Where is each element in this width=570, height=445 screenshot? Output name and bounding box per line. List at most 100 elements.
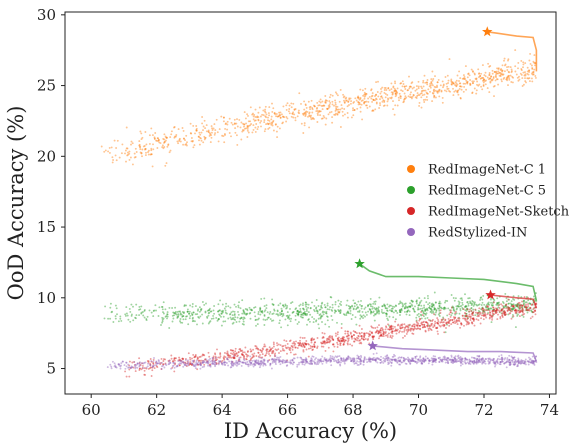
data-point	[363, 332, 366, 335]
data-point	[208, 309, 211, 311]
data-point	[531, 360, 534, 362]
data-point	[461, 358, 463, 361]
data-point	[384, 359, 387, 362]
data-point	[385, 312, 388, 315]
data-point	[423, 325, 426, 328]
data-point	[328, 96, 331, 99]
data-point	[217, 362, 220, 365]
data-point	[520, 304, 523, 307]
data-point	[107, 317, 110, 320]
data-point	[400, 323, 403, 326]
data-point	[291, 345, 294, 348]
data-point	[136, 362, 139, 365]
data-point	[476, 83, 478, 86]
data-point	[135, 151, 138, 153]
x-tick-label: 70	[409, 401, 428, 419]
data-point	[479, 359, 482, 362]
data-point	[514, 361, 517, 364]
data-point	[229, 366, 232, 369]
data-point	[195, 363, 198, 366]
data-point	[133, 361, 136, 363]
data-point	[268, 312, 271, 315]
data-point	[488, 74, 491, 77]
data-point	[532, 308, 535, 311]
data-point	[499, 361, 502, 364]
data-point	[471, 91, 474, 94]
data-point	[149, 366, 152, 369]
data-point	[427, 329, 430, 332]
data-point	[212, 360, 215, 363]
data-point	[387, 332, 390, 335]
data-point	[322, 342, 325, 345]
data-point	[534, 313, 537, 316]
data-point	[353, 358, 355, 361]
data-point	[201, 354, 204, 357]
data-point	[528, 302, 531, 305]
data-point	[445, 358, 448, 361]
data-point	[220, 362, 223, 365]
data-point	[472, 362, 475, 365]
data-point	[216, 358, 218, 361]
data-point	[337, 108, 340, 111]
data-point	[422, 360, 425, 363]
data-point	[470, 309, 473, 312]
data-point	[313, 310, 316, 313]
data-point	[313, 105, 316, 108]
data-point	[325, 312, 327, 315]
data-point	[235, 305, 237, 308]
data-point	[330, 360, 333, 363]
data-point	[523, 296, 526, 298]
data-point	[507, 74, 510, 77]
data-point	[424, 310, 427, 312]
data-point	[130, 365, 133, 368]
data-point	[312, 355, 315, 358]
data-point	[136, 362, 139, 365]
data-point	[152, 358, 155, 361]
data-point	[349, 356, 351, 359]
data-point	[316, 337, 319, 339]
data-point	[156, 362, 159, 365]
data-point	[447, 307, 450, 310]
data-point	[508, 363, 511, 366]
data-point	[412, 323, 415, 326]
data-point	[227, 305, 230, 308]
data-point	[379, 361, 382, 364]
data-point	[277, 115, 280, 118]
data-point	[143, 361, 146, 364]
data-point	[465, 314, 468, 317]
data-point	[244, 117, 247, 120]
data-point	[179, 312, 182, 315]
data-point	[249, 363, 252, 366]
data-point	[504, 311, 507, 314]
data-point	[208, 311, 211, 314]
data-point	[212, 317, 215, 320]
data-point	[230, 362, 233, 365]
data-point	[336, 108, 339, 111]
data-point	[440, 90, 443, 93]
data-point	[488, 91, 491, 94]
data-point	[271, 110, 274, 113]
data-point	[416, 92, 419, 95]
data-point	[327, 359, 330, 362]
data-point	[211, 359, 214, 362]
data-point	[223, 357, 225, 360]
data-point	[421, 323, 424, 326]
data-point	[163, 138, 166, 141]
data-point	[229, 349, 232, 351]
data-point	[533, 307, 535, 310]
data-point	[492, 310, 495, 313]
data-point	[467, 321, 470, 324]
data-point	[478, 358, 481, 360]
data-point	[170, 130, 173, 133]
data-point	[252, 118, 255, 121]
data-point	[402, 83, 405, 85]
data-point	[387, 323, 389, 326]
data-point	[263, 297, 266, 300]
data-point	[417, 80, 420, 83]
data-point	[402, 359, 405, 362]
data-point	[199, 363, 202, 365]
data-point	[335, 107, 338, 110]
data-point	[504, 361, 507, 364]
data-point	[326, 107, 329, 110]
data-point	[495, 73, 498, 76]
